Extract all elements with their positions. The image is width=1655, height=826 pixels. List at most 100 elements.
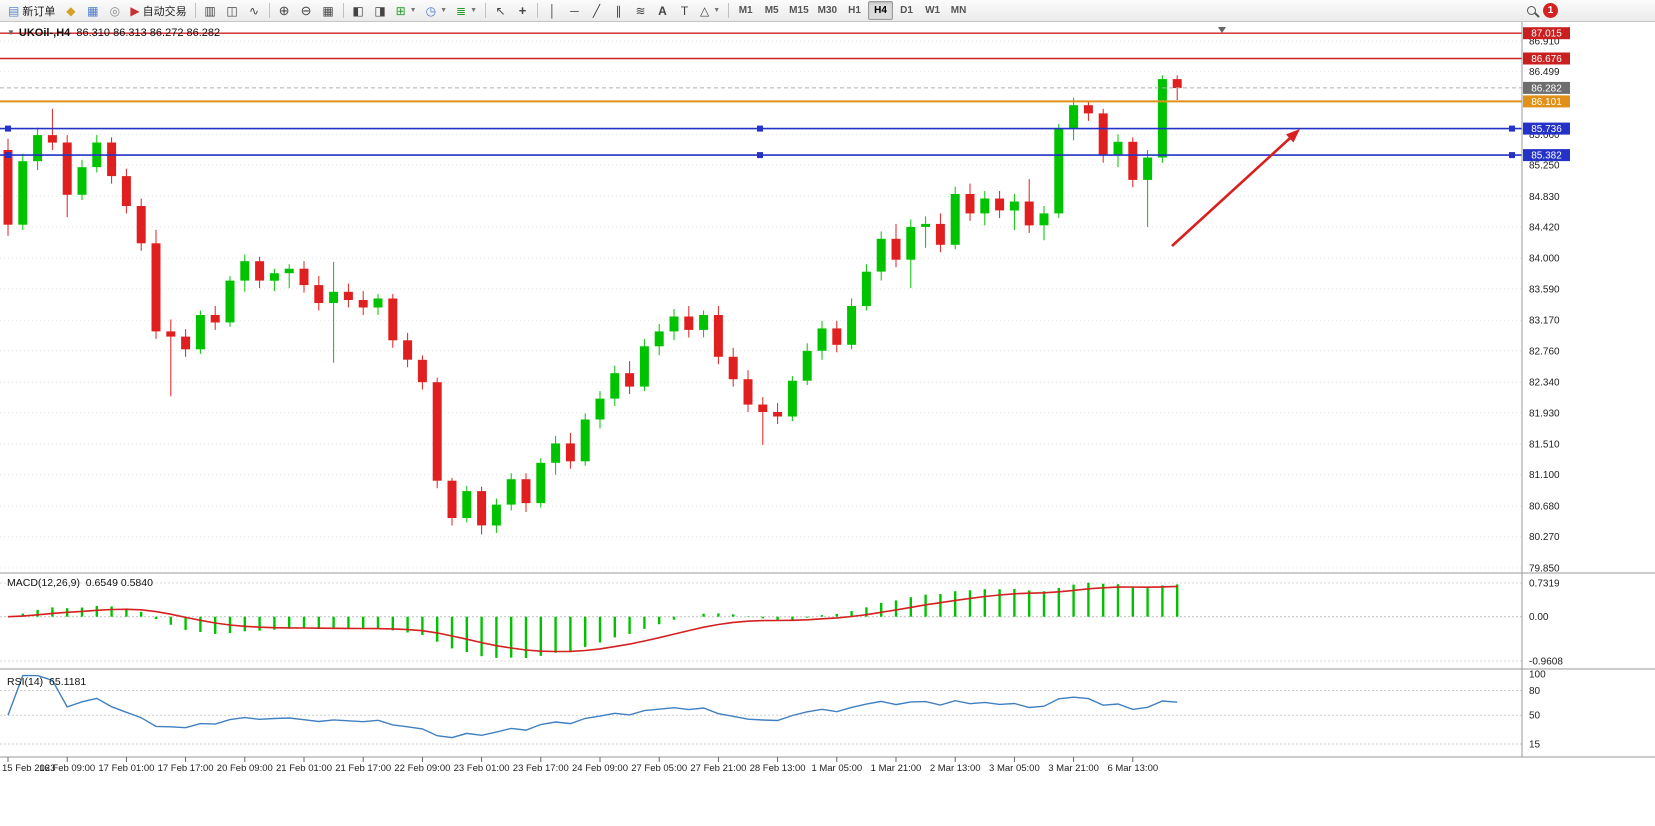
new-chart-button[interactable]: ⊞ ▼ bbox=[392, 1, 421, 20]
svg-text:80.270: 80.270 bbox=[1529, 532, 1560, 543]
svg-text:86.910: 86.910 bbox=[1529, 37, 1560, 48]
fibonacci-button[interactable]: ≋ bbox=[630, 1, 651, 20]
svg-text:84.000: 84.000 bbox=[1529, 254, 1560, 265]
svg-text:87.015: 87.015 bbox=[1531, 29, 1562, 40]
timeframe-w1[interactable]: W1 bbox=[925, 5, 941, 16]
crosshair-button[interactable]: + bbox=[512, 1, 533, 20]
svg-text:0.00: 0.00 bbox=[1529, 612, 1549, 623]
svg-text:1 Mar 21:00: 1 Mar 21:00 bbox=[871, 763, 922, 774]
macd-pane-label: MACD(12,26,9) 0.6549 0.5840 bbox=[7, 577, 153, 589]
auto-scroll-icon: ◨ bbox=[374, 3, 386, 18]
market-watch-icon: ◆ bbox=[66, 3, 76, 18]
svg-text:1 Mar 05:00: 1 Mar 05:00 bbox=[811, 763, 862, 774]
auto-scroll-button[interactable]: ◨ bbox=[370, 1, 391, 20]
dropdown-arrow-icon: ▼ bbox=[409, 7, 417, 14]
text-tool-icon: A bbox=[658, 3, 667, 18]
svg-text:100: 100 bbox=[1529, 670, 1546, 681]
text-label-button[interactable]: T bbox=[674, 1, 695, 20]
svg-text:15 Feb 2023: 15 Feb 2023 bbox=[2, 763, 55, 774]
channel-icon: ∥ bbox=[615, 3, 622, 18]
macd-signal-line bbox=[7, 585, 1178, 653]
svg-text:-0.9608: -0.9608 bbox=[1529, 657, 1563, 668]
timeframe-h1[interactable]: H1 bbox=[848, 5, 861, 16]
svg-text:21 Feb 17:00: 21 Feb 17:00 bbox=[335, 763, 391, 774]
svg-text:27 Feb 21:00: 27 Feb 21:00 bbox=[690, 763, 746, 774]
line-chart-button[interactable]: ∿ bbox=[244, 1, 265, 20]
price-axis[interactable]: 86.910 86.499 85.660 85.250 84.830 84.420 84.0… bbox=[1523, 27, 1570, 751]
candlestick-chart-button[interactable]: ◫ bbox=[222, 1, 243, 20]
new-order-icon: ▤ bbox=[8, 3, 20, 18]
svg-text:22 Feb 09:00: 22 Feb 09:00 bbox=[394, 763, 450, 774]
channel-button[interactable]: ∥ bbox=[608, 1, 629, 20]
cursor-button[interactable]: ↖ bbox=[490, 1, 511, 20]
new-order-label: 新订单 bbox=[22, 5, 56, 18]
candlesticks bbox=[3, 75, 1182, 535]
toolbar-separator bbox=[194, 3, 196, 18]
timeframe-h4[interactable]: H4 bbox=[868, 1, 894, 20]
periods-button[interactable]: ◷ ▼ bbox=[422, 1, 451, 20]
price-gridlines bbox=[0, 40, 1522, 569]
horizontal-line-button[interactable]: ─ bbox=[564, 1, 585, 20]
autotrading-icon: ▶ bbox=[130, 3, 140, 18]
timeframe-d1[interactable]: D1 bbox=[900, 5, 913, 16]
indicators-list-icon: ≣ bbox=[456, 3, 467, 18]
toolbar-separator bbox=[537, 3, 538, 18]
search-icon bbox=[1527, 6, 1536, 15]
svg-text:86.282: 86.282 bbox=[1531, 83, 1562, 94]
svg-text:84.420: 84.420 bbox=[1529, 222, 1560, 233]
timeframe-m30[interactable]: M30 bbox=[817, 5, 838, 16]
timeframe-m1[interactable]: M1 bbox=[738, 5, 753, 16]
notification-badge[interactable]: 1 bbox=[1543, 3, 1558, 18]
cursor-icon: ↖ bbox=[495, 3, 506, 18]
tile-windows-button[interactable]: ▦ bbox=[318, 1, 339, 20]
horizontal-level-lines[interactable] bbox=[0, 32, 1522, 159]
navigator-icon: ◎ bbox=[109, 3, 121, 18]
chart-shift-button[interactable]: ◧ bbox=[348, 1, 369, 20]
svg-text:84.830: 84.830 bbox=[1529, 192, 1560, 203]
navigator-button[interactable]: ◎ bbox=[104, 1, 125, 20]
trend-arrow-annotation[interactable] bbox=[1171, 129, 1300, 247]
svg-text:81.930: 81.930 bbox=[1529, 408, 1560, 419]
svg-text:86.676: 86.676 bbox=[1531, 54, 1562, 65]
price-badge: 87.015 bbox=[1523, 27, 1570, 40]
svg-text:83.590: 83.590 bbox=[1529, 284, 1560, 295]
oneclick-trading-toggle[interactable]: ▼ bbox=[7, 28, 15, 37]
price-badge: 86.282 bbox=[1523, 81, 1570, 94]
autotrading-button[interactable]: ▶ 自动交易 bbox=[126, 1, 190, 20]
svg-text:28 Feb 13:00: 28 Feb 13:00 bbox=[750, 763, 806, 774]
svg-text:86.101: 86.101 bbox=[1531, 97, 1562, 108]
data-window-button[interactable]: ▦ bbox=[82, 1, 103, 20]
svg-text:85.250: 85.250 bbox=[1529, 160, 1560, 171]
shapes-button[interactable]: △ ▼ bbox=[696, 1, 724, 20]
svg-text:86.499: 86.499 bbox=[1529, 67, 1560, 78]
svg-text:16 Feb 09:00: 16 Feb 09:00 bbox=[39, 763, 95, 774]
text-tool-button[interactable]: A bbox=[652, 1, 673, 20]
timeframe-mn[interactable]: MN bbox=[950, 5, 967, 16]
bar-chart-button[interactable]: ▥ bbox=[200, 1, 221, 20]
price-badge: 85.736 bbox=[1523, 122, 1570, 135]
vertical-line-button[interactable]: │ bbox=[542, 1, 563, 20]
chart-shift-marker[interactable] bbox=[1218, 27, 1226, 33]
search-button[interactable] bbox=[1521, 1, 1542, 20]
market-watch-button[interactable]: ◆ bbox=[60, 1, 81, 20]
candlestick-chart-icon: ◫ bbox=[226, 3, 238, 18]
timeframe-m5[interactable]: M5 bbox=[764, 5, 779, 16]
svg-text:85.382: 85.382 bbox=[1531, 151, 1562, 162]
toolbar-separator bbox=[485, 3, 486, 18]
new-chart-icon: ⊞ bbox=[395, 3, 406, 18]
chart-title: ▼ UKOil-,H4 86.310 86.313 86.272 86.282 bbox=[7, 27, 220, 39]
trendline-icon: ╱ bbox=[592, 3, 601, 18]
zoom-out-button[interactable]: ⊖ bbox=[296, 1, 317, 20]
svg-text:3 Mar 05:00: 3 Mar 05:00 bbox=[989, 763, 1040, 774]
indicators-button[interactable]: ≣ ▼ bbox=[452, 1, 481, 20]
new-order-button[interactable]: ▤ 新订单 bbox=[4, 1, 59, 20]
zoom-out-icon: ⊖ bbox=[300, 3, 312, 18]
trendline-button[interactable]: ╱ bbox=[586, 1, 607, 20]
price-badge: 86.676 bbox=[1523, 52, 1570, 65]
svg-text:23 Feb 17:00: 23 Feb 17:00 bbox=[513, 763, 569, 774]
svg-text:17 Feb 01:00: 17 Feb 01:00 bbox=[98, 763, 154, 774]
zoom-in-button[interactable]: ⊕ bbox=[274, 1, 295, 20]
timeframe-m15[interactable]: M15 bbox=[789, 5, 809, 16]
